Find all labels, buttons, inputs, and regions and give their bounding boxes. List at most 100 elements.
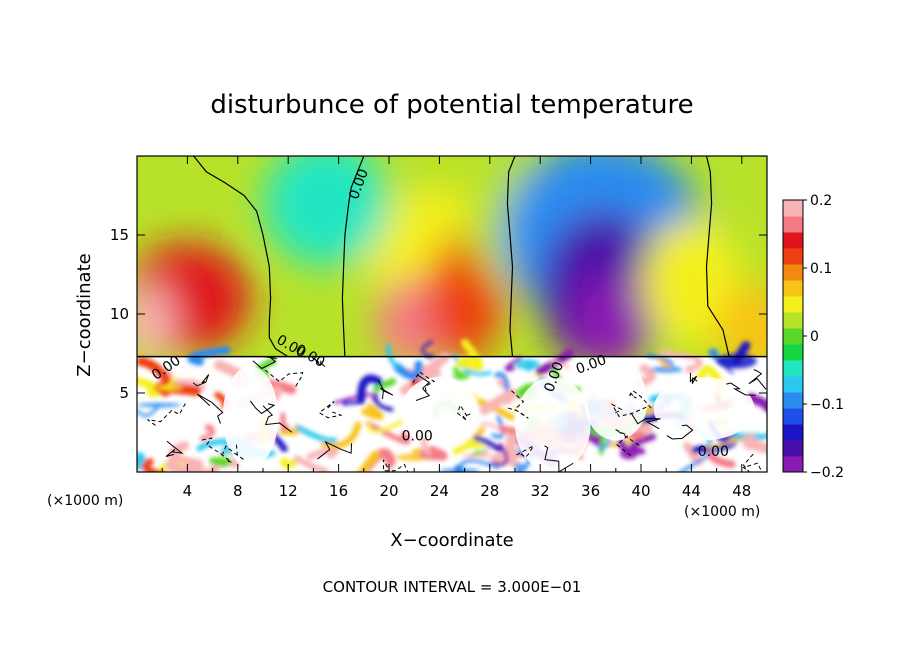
lower-field [137, 338, 767, 472]
turbulence-streak [479, 388, 518, 415]
zero-contour [193, 156, 289, 358]
x-tick-label: 44 [682, 482, 701, 500]
lower-contour [628, 390, 652, 409]
colorbar-tick-label: 0.2 [810, 193, 832, 209]
turbulence-streak [458, 459, 500, 472]
lower-contour [412, 371, 436, 392]
turbulence-cell [742, 433, 758, 451]
turbulence-streak [209, 457, 232, 468]
lower-contour [726, 382, 756, 396]
lower-contour [689, 372, 698, 384]
lower-contour [544, 445, 574, 472]
lower-contour [515, 444, 535, 459]
turbulence-streak [656, 357, 671, 369]
contour-label: 0.00 [402, 428, 433, 444]
turbulence-streak [367, 419, 404, 433]
turbulence-streak [746, 393, 767, 412]
lower-contour [201, 437, 232, 463]
x-tick-label: 16 [329, 482, 348, 500]
y-tick-label: 15 [110, 226, 129, 244]
lower-contour [311, 356, 327, 368]
lower-contour [377, 379, 394, 399]
turbulence-streak [451, 352, 492, 376]
colorbar-swatch [783, 296, 803, 313]
turbulence-streak [320, 421, 362, 449]
colorbar-tick-label: 0.1 [810, 261, 832, 277]
x-tick-label: 48 [732, 482, 751, 500]
x-tick-label: 40 [631, 482, 650, 500]
lower-contour [262, 405, 293, 433]
turbulence-streak [399, 369, 442, 395]
colorbar-swatch [783, 424, 803, 441]
x-tick-label: 28 [480, 482, 499, 500]
lower-contour [317, 440, 353, 460]
turbulence-streak [659, 349, 703, 373]
zero-contour [341, 156, 365, 357]
colorbar-swatch [783, 408, 803, 425]
turbulence-cell [204, 424, 214, 432]
turbulence-streak [473, 435, 503, 453]
colorbar-swatch [783, 264, 803, 281]
zero-contours [193, 156, 730, 358]
lower-contour [610, 403, 647, 417]
turbulence-cell [685, 365, 695, 374]
turbulence-streak [490, 442, 509, 467]
turbulence-streak [293, 455, 329, 472]
turbulence-cell [452, 371, 471, 380]
field-blob [641, 219, 742, 346]
turbulence-cell [387, 452, 394, 470]
turbulence-cell [155, 385, 184, 390]
x-tick-label: 8 [233, 482, 243, 500]
field-blob [571, 274, 648, 357]
lower-contour [630, 412, 661, 430]
lower-contour [615, 429, 640, 457]
lower-contours [147, 356, 767, 472]
colorbar-swatch [783, 248, 803, 265]
turbulence-streak [141, 458, 166, 472]
field-blob [137, 282, 175, 357]
colorbar-swatch [783, 312, 803, 329]
white-patch [584, 361, 648, 441]
lower-contour [222, 444, 246, 461]
colorbar-swatch [783, 376, 803, 393]
x-tick-label: 20 [379, 482, 398, 500]
turbulence-streak [280, 457, 299, 469]
colorbar-swatch [783, 232, 803, 249]
x-unit-right: (×1000 m) [684, 504, 760, 520]
x-tick-label: 12 [279, 482, 298, 500]
colorbar-swatch [783, 344, 803, 361]
turbulence-cell [137, 402, 182, 408]
turbulence-streak [295, 424, 338, 444]
y-axis-label: Z−coordinate [74, 253, 95, 376]
turbulence-cell [439, 468, 480, 472]
colorbar-swatch [783, 200, 803, 217]
colorbar: 0.2 0.1 0 −0.1 −0.2 [782, 193, 844, 481]
lower-contour [748, 369, 767, 390]
turbulence-streak [165, 455, 218, 472]
turbulence-streak [306, 446, 339, 460]
turbulence-streak [385, 344, 399, 369]
lower-contour [382, 459, 409, 472]
turbulence-streak [333, 393, 376, 405]
contour-interval-label: CONTOUR INTERVAL = 3.000E−01 [323, 578, 582, 596]
lower-contour [507, 390, 529, 419]
turbulence-streak [629, 433, 656, 455]
x-tick-label: 36 [581, 482, 600, 500]
colorbar-tick-label: −0.1 [810, 397, 844, 413]
contour-label: 0.00 [698, 444, 729, 460]
white-patch [222, 366, 279, 468]
turbulence-cell [460, 454, 504, 458]
x-unit-left: (×1000 m) [47, 493, 123, 509]
white-patch [401, 377, 478, 441]
upper-field [137, 156, 767, 357]
chart-title: disturbunce of potential temperature [210, 90, 693, 120]
lower-contour [147, 402, 187, 426]
colorbar-swatch [783, 216, 803, 233]
zero-contour [506, 156, 516, 357]
turbulence-cell [650, 366, 683, 373]
y-tick-label: 10 [110, 305, 129, 323]
lower-contour [264, 369, 304, 388]
plot-area: 0.000.000.000.000.000.00 0.000.004 8 12 16 20… [110, 155, 768, 500]
colorbar-tick-label: 0 [810, 329, 819, 345]
